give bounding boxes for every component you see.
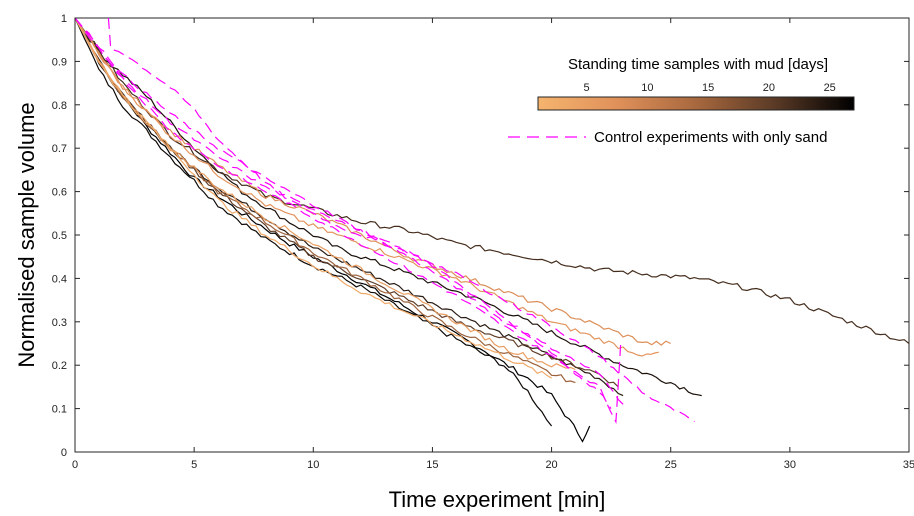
x-tick-label: 20 bbox=[545, 459, 557, 471]
colorbar-ticks: 5 10 15 20 25 bbox=[584, 82, 836, 110]
x-tick-label: 25 bbox=[665, 459, 677, 471]
colorbar-tick-label: 5 bbox=[584, 82, 590, 94]
legend: Standing time samples with mud [days] 5 1… bbox=[504, 34, 904, 156]
control-series-line-14 bbox=[74, 17, 622, 424]
y-tick-label: 0.2 bbox=[52, 360, 67, 372]
control-series-line-13 bbox=[74, 17, 695, 423]
colorbar bbox=[537, 96, 855, 111]
y-tick-label: 0.4 bbox=[52, 273, 67, 285]
y-tick-label: 0.5 bbox=[52, 230, 67, 242]
mud-series-line-2 bbox=[74, 17, 702, 397]
legend-control-label: Control experiments with only sand bbox=[594, 129, 827, 146]
x-tick-label: 30 bbox=[784, 459, 796, 471]
x-axis-ticks: 0 5 10 15 20 25 30 35 bbox=[72, 18, 914, 471]
legend-box bbox=[504, 34, 904, 156]
series-layer bbox=[74, 17, 910, 443]
x-tick-label: 10 bbox=[307, 459, 319, 471]
y-tick-label: 0.8 bbox=[52, 100, 67, 112]
y-tick-label: 0.7 bbox=[52, 143, 67, 155]
x-tick-label: 0 bbox=[72, 459, 78, 471]
y-axis-ticks: 0 0.1 0.2 0.3 0.4 0.5 0.6 0.7 0.8 0.9 1 bbox=[52, 13, 909, 459]
y-tick-label: 1 bbox=[61, 13, 67, 25]
colorbar-tick-label: 25 bbox=[824, 82, 836, 94]
colorbar-label: Standing time samples with mud [days] bbox=[568, 56, 828, 73]
y-tick-label: 0.6 bbox=[52, 187, 67, 199]
mud-series-line-5 bbox=[74, 17, 619, 388]
x-tick-label: 15 bbox=[426, 459, 438, 471]
control-series-line-11 bbox=[107, 17, 612, 409]
colorbar-tick-label: 20 bbox=[763, 82, 775, 94]
x-tick-label: 35 bbox=[903, 459, 914, 471]
y-tick-label: 0 bbox=[61, 447, 67, 459]
x-tick-label: 5 bbox=[191, 459, 197, 471]
colorbar-tick-label: 15 bbox=[702, 82, 714, 94]
y-axis-label: Normalised sample volume bbox=[14, 102, 39, 367]
y-tick-label: 0.1 bbox=[52, 404, 67, 416]
y-tick-label: 0.3 bbox=[52, 317, 67, 329]
colorbar-tick-label: 10 bbox=[641, 82, 653, 94]
mud-series-line-4 bbox=[74, 17, 910, 344]
y-tick-label: 0.9 bbox=[52, 56, 67, 68]
x-axis-label: Time experiment [min] bbox=[389, 487, 606, 512]
mud-series-line-0 bbox=[74, 17, 591, 443]
mud-series-line-7 bbox=[74, 17, 671, 346]
mud-series-line-10 bbox=[74, 17, 552, 379]
